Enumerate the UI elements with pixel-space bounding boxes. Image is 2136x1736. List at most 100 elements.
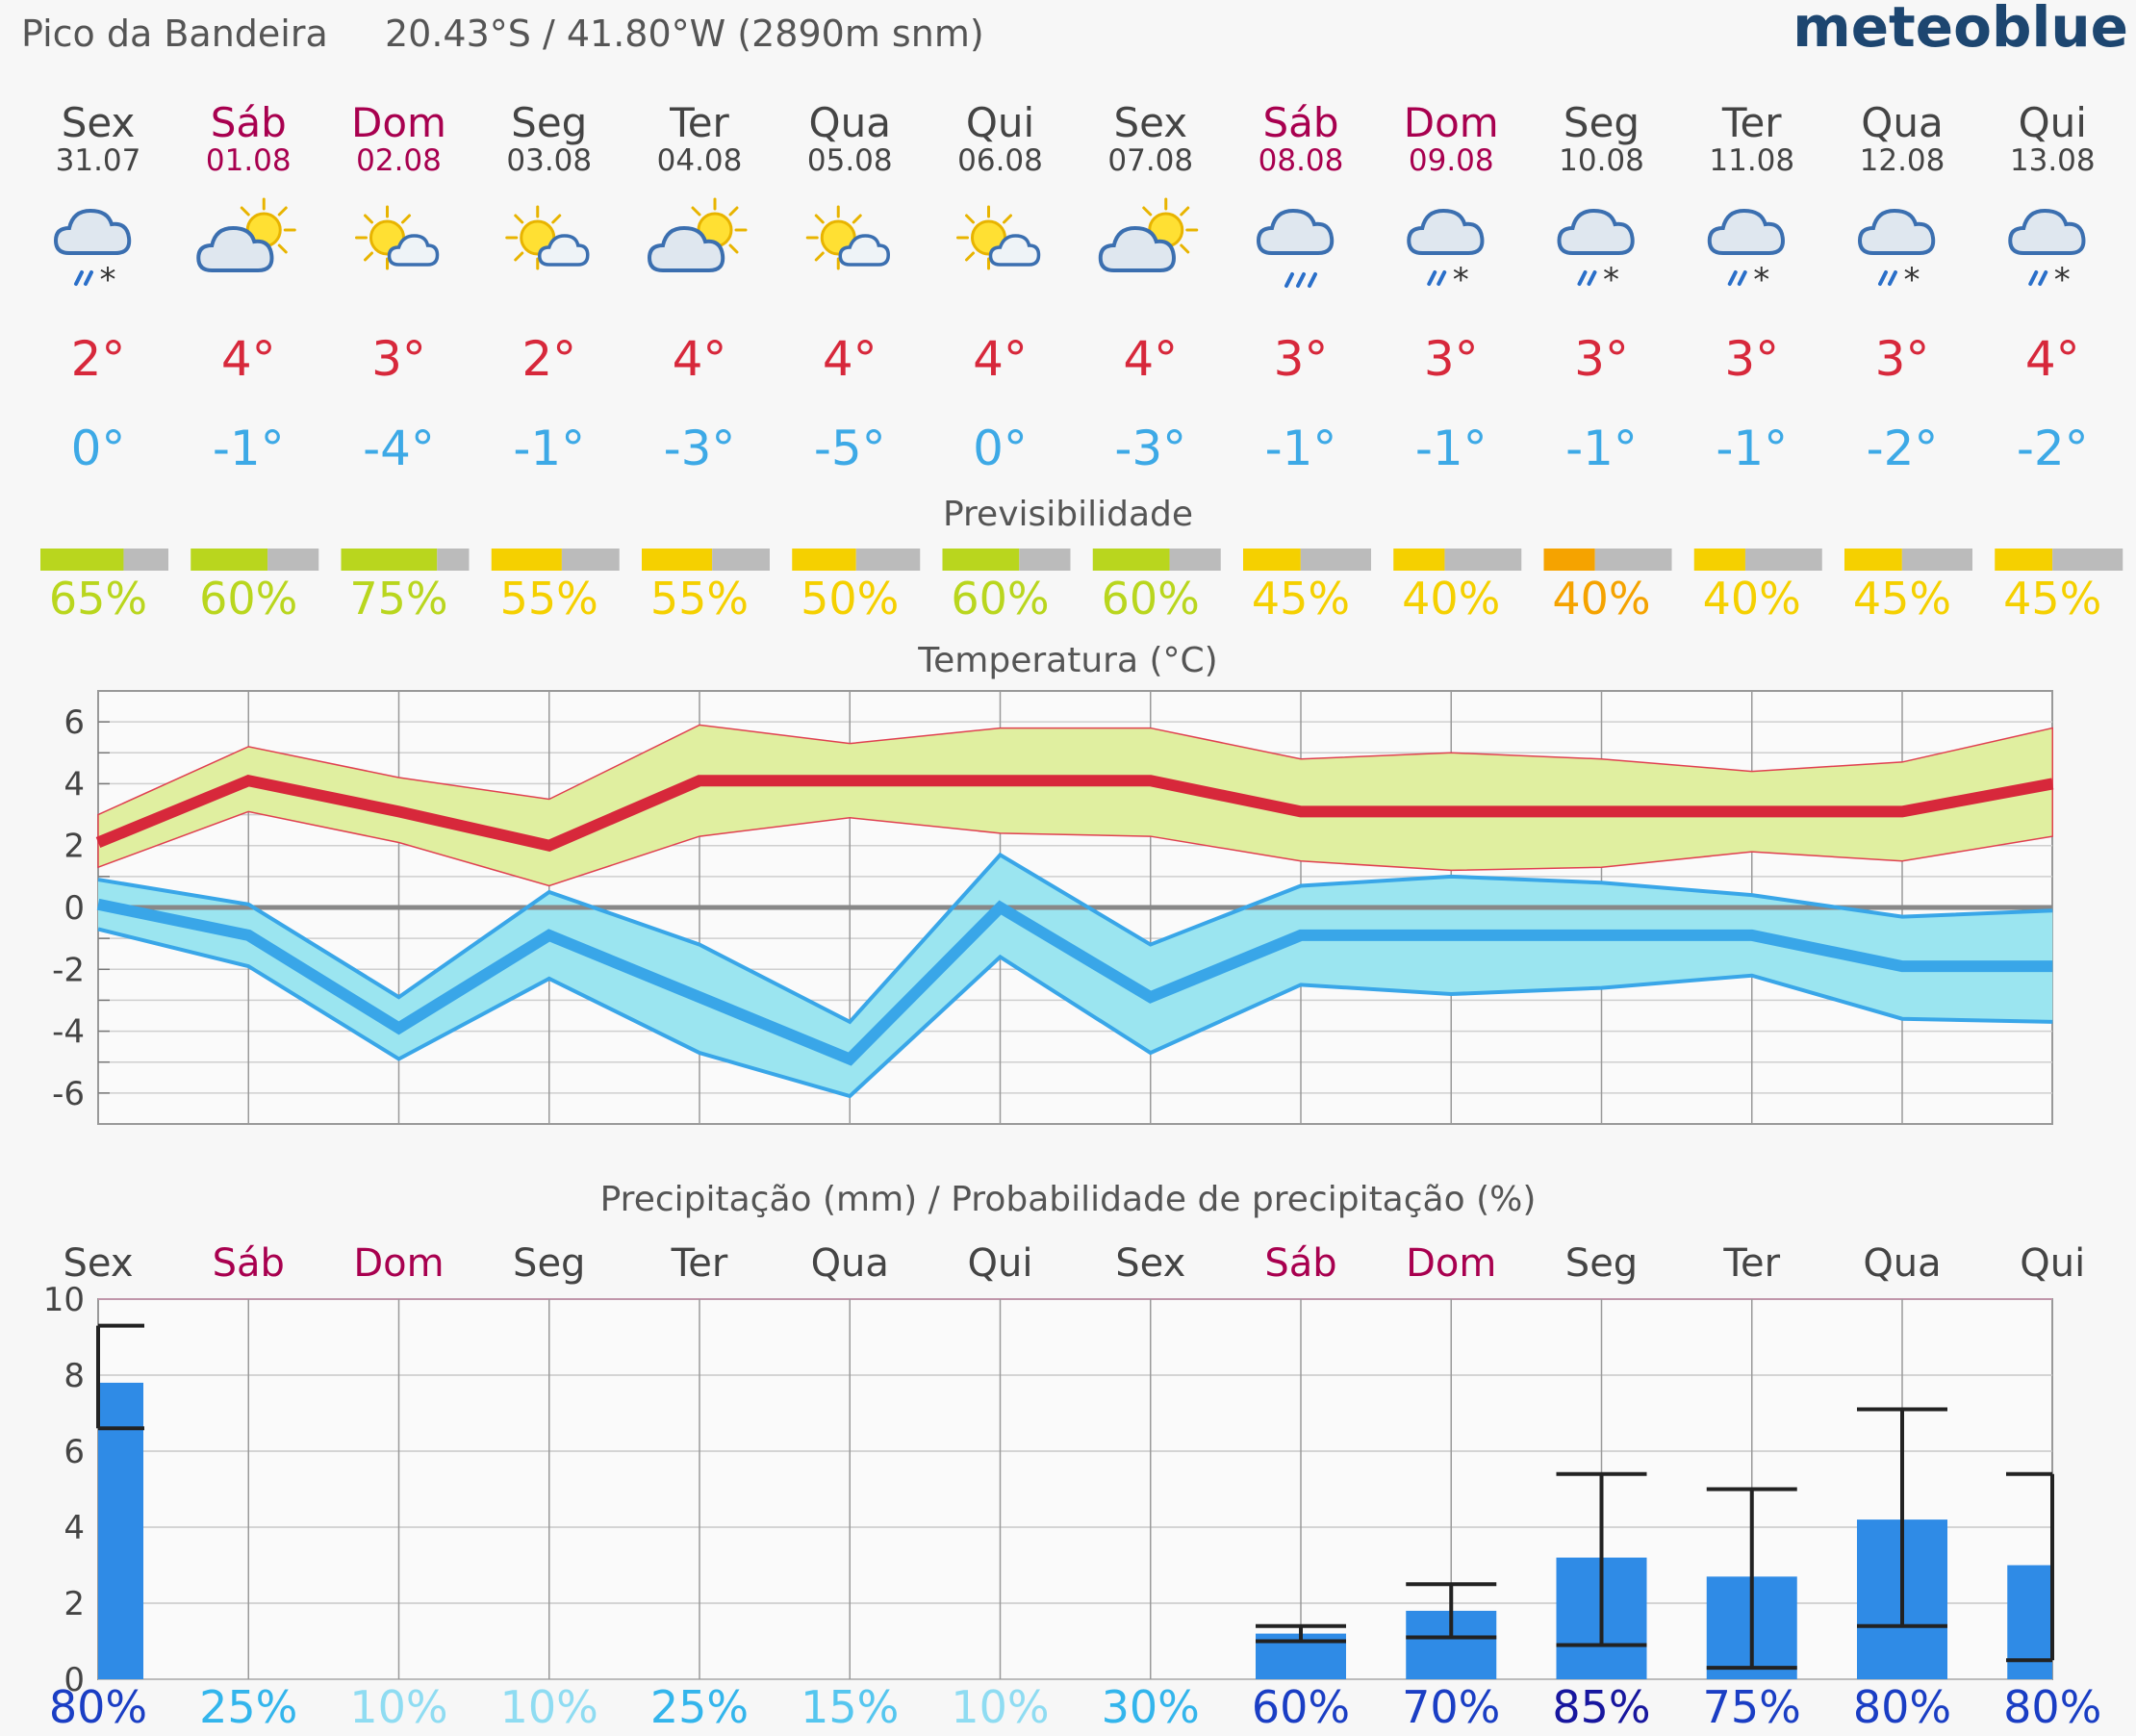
precip-probability: 70% bbox=[1402, 1681, 1500, 1732]
predictability-bar-rest bbox=[1019, 549, 1071, 571]
rain-drop bbox=[1284, 272, 1294, 288]
day-date: 09.08 bbox=[1409, 143, 1494, 178]
precip-probability: 10% bbox=[951, 1681, 1049, 1732]
cloud-shape bbox=[1707, 209, 1785, 255]
min-temp: -1° bbox=[513, 421, 585, 476]
temperature-y-tick-label: -4 bbox=[52, 1013, 85, 1052]
predictability-bar-fill bbox=[1844, 549, 1902, 571]
temperature-y-tick-label: 6 bbox=[64, 703, 85, 742]
precip-day-label: Qui bbox=[968, 1241, 1033, 1286]
predictability-bar-fill bbox=[191, 549, 268, 571]
predictability-value: 60% bbox=[1102, 573, 1200, 625]
precip-day-label: Seg bbox=[513, 1241, 585, 1286]
rain-drop bbox=[1737, 270, 1747, 286]
precip-probability: 10% bbox=[349, 1681, 447, 1732]
predictability-bar-fill bbox=[1393, 549, 1445, 571]
max-temp: 4° bbox=[2025, 331, 2080, 387]
predictability-value: 40% bbox=[1703, 573, 1801, 625]
day-date: 08.08 bbox=[1259, 143, 1344, 178]
predictability-value: 65% bbox=[49, 573, 147, 625]
max-temp: 4° bbox=[221, 331, 276, 387]
day-date: 13.08 bbox=[2010, 143, 2096, 178]
rain-drop bbox=[1878, 270, 1888, 286]
rain-drop bbox=[2028, 270, 2039, 286]
predictability-bar-fill bbox=[341, 549, 438, 571]
max-temp: 4° bbox=[673, 331, 727, 387]
cloud-shape bbox=[1257, 209, 1335, 255]
sun-small-cloud-icon bbox=[505, 205, 590, 270]
sun-small-cloud-icon bbox=[355, 205, 440, 270]
precip-day-label: Ter bbox=[1722, 1241, 1780, 1286]
day-date: 03.08 bbox=[506, 143, 592, 178]
min-temp: -5° bbox=[814, 421, 886, 476]
min-temp-upper-line bbox=[97, 852, 2053, 1025]
day-date: 10.08 bbox=[1559, 143, 1644, 178]
rain-drop bbox=[74, 270, 84, 286]
brand-logo[interactable]: meteoblue bbox=[1793, 0, 2128, 60]
predictability-bar-rest bbox=[1744, 549, 1822, 571]
temperature-y-tick-label: 4 bbox=[64, 765, 85, 804]
temperature-chart: -6 -4 -2 0 2 4 6 bbox=[52, 690, 2054, 1125]
temperature-y-tick-label: 2 bbox=[64, 828, 85, 866]
precip-probability: 10% bbox=[500, 1681, 598, 1732]
precip-day-label: Dom bbox=[353, 1241, 444, 1286]
predictability-bar-fill bbox=[1543, 549, 1595, 571]
rain-drop bbox=[1587, 270, 1597, 286]
precip-probability: 25% bbox=[650, 1681, 749, 1732]
temperature-y-tick-label: 0 bbox=[64, 889, 85, 928]
min-temp-range-band bbox=[98, 855, 2053, 1097]
precip-bar bbox=[98, 1382, 143, 1679]
predictability-value: 40% bbox=[1552, 573, 1650, 625]
predictability-bar-rest bbox=[855, 549, 921, 571]
predictability-bar-rest bbox=[712, 549, 770, 571]
predictability-bar-rest bbox=[1300, 549, 1371, 571]
cloud-shape bbox=[54, 209, 132, 255]
day-date: 31.07 bbox=[56, 143, 141, 178]
rain-drop bbox=[1296, 272, 1306, 288]
cloud-shape bbox=[2008, 209, 2086, 255]
predictability-bar-fill bbox=[491, 549, 562, 571]
precip-y-tick-label: 4 bbox=[64, 1509, 85, 1547]
sun-cloud-icon bbox=[648, 197, 748, 272]
precip-day-label: Seg bbox=[1565, 1241, 1638, 1286]
min-temp: -3° bbox=[664, 421, 736, 476]
min-temp: -1° bbox=[1716, 421, 1788, 476]
cloud-rain-snow-icon: * bbox=[2008, 209, 2086, 299]
max-temp-range-band bbox=[97, 724, 2053, 887]
precip-day-label: Qua bbox=[811, 1241, 889, 1286]
predictability-value: 75% bbox=[349, 573, 447, 625]
cloud-rain-snow-icon: * bbox=[54, 209, 132, 299]
precipitation-title: Precipitação (mm) / Probabilidade de pre… bbox=[600, 1180, 1537, 1219]
predictability-bar-fill bbox=[1693, 549, 1745, 571]
snowflake: * bbox=[100, 261, 116, 299]
min-temp: -1° bbox=[1565, 421, 1638, 476]
day-name: Ter bbox=[669, 99, 729, 146]
predictability-bar-rest bbox=[1594, 549, 1672, 571]
rain-drop bbox=[1427, 270, 1437, 286]
day-name: Seg bbox=[511, 99, 587, 146]
min-temp: -2° bbox=[1867, 421, 1939, 476]
predictability-value: 45% bbox=[1252, 573, 1350, 625]
min-temp: 0° bbox=[973, 421, 1028, 476]
cloud-shape bbox=[1557, 209, 1635, 255]
cloud-rain-icon bbox=[1257, 209, 1335, 288]
max-temp: 4° bbox=[973, 331, 1028, 387]
rain-drop bbox=[1577, 270, 1588, 286]
min-temp: -1° bbox=[213, 421, 285, 476]
rain-drop bbox=[1308, 272, 1317, 288]
predictability-bar-rest bbox=[1169, 549, 1221, 571]
predictability-bar-rest bbox=[1444, 549, 1522, 571]
sun-small-cloud-icon bbox=[956, 205, 1041, 270]
rain-drop bbox=[1727, 270, 1738, 286]
predictability-value: 45% bbox=[1853, 573, 1951, 625]
predictability-value: 40% bbox=[1402, 573, 1500, 625]
snowflake: * bbox=[2054, 261, 2071, 299]
rain-drop bbox=[1437, 270, 1447, 286]
temperature-title: Temperatura (°C) bbox=[917, 641, 1217, 680]
precip-day-label: Sex bbox=[1115, 1241, 1185, 1286]
day-name: Seg bbox=[1564, 99, 1640, 146]
temperature-y-tick-label: -2 bbox=[52, 951, 85, 989]
day-date: 02.08 bbox=[356, 143, 442, 178]
min-temp: -4° bbox=[363, 421, 435, 476]
